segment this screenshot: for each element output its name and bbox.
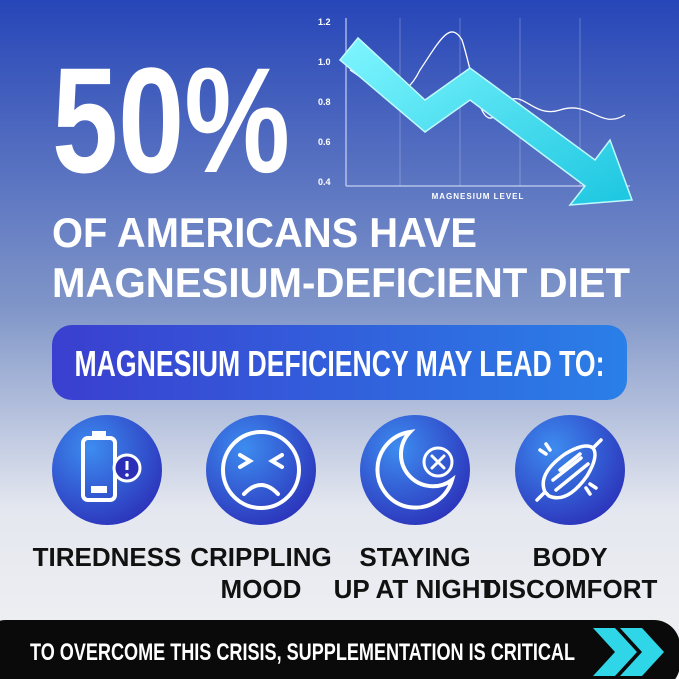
icon-battery <box>52 415 162 525</box>
banner-bg <box>52 325 627 400</box>
icon-sad-face <box>206 415 316 525</box>
y-tick-label: 1.2 <box>318 17 331 27</box>
headline: 50% <box>52 36 290 204</box>
y-tick-label: 0.8 <box>318 97 331 107</box>
chevrons <box>593 628 664 676</box>
graph-label: MAGNESIUM LEVEL <box>432 192 525 201</box>
item-label: MOOD <box>221 574 302 604</box>
footer: TO OVERCOME THIS CRISIS, SUPPLEMENTATION… <box>30 639 575 666</box>
footer-bar <box>0 620 679 679</box>
banner: MAGNESIUM DEFICIENCY MAY LEAD TO: <box>75 343 605 384</box>
down-arrow <box>338 36 634 206</box>
item-label: STAYING <box>359 542 470 572</box>
y-tick-label: 0.4 <box>318 177 331 187</box>
y-tick-label: 0.6 <box>318 137 331 147</box>
graph <box>338 18 634 206</box>
subheadline: MAGNESIUM-DEFICIENT DIET <box>52 259 630 306</box>
item-label: UP AT NIGHT <box>334 574 497 604</box>
item-label: CRIPPLING <box>190 542 332 572</box>
item-label: TIREDNESS <box>33 542 182 572</box>
subheadline: OF AMERICANS HAVE <box>52 209 477 256</box>
item-label: DISCOMFORT <box>483 574 658 604</box>
icon-moon <box>360 415 470 525</box>
item-label: BODY <box>532 542 607 572</box>
y-tick-label: 1.0 <box>318 57 331 67</box>
icon-muscle <box>515 415 625 525</box>
